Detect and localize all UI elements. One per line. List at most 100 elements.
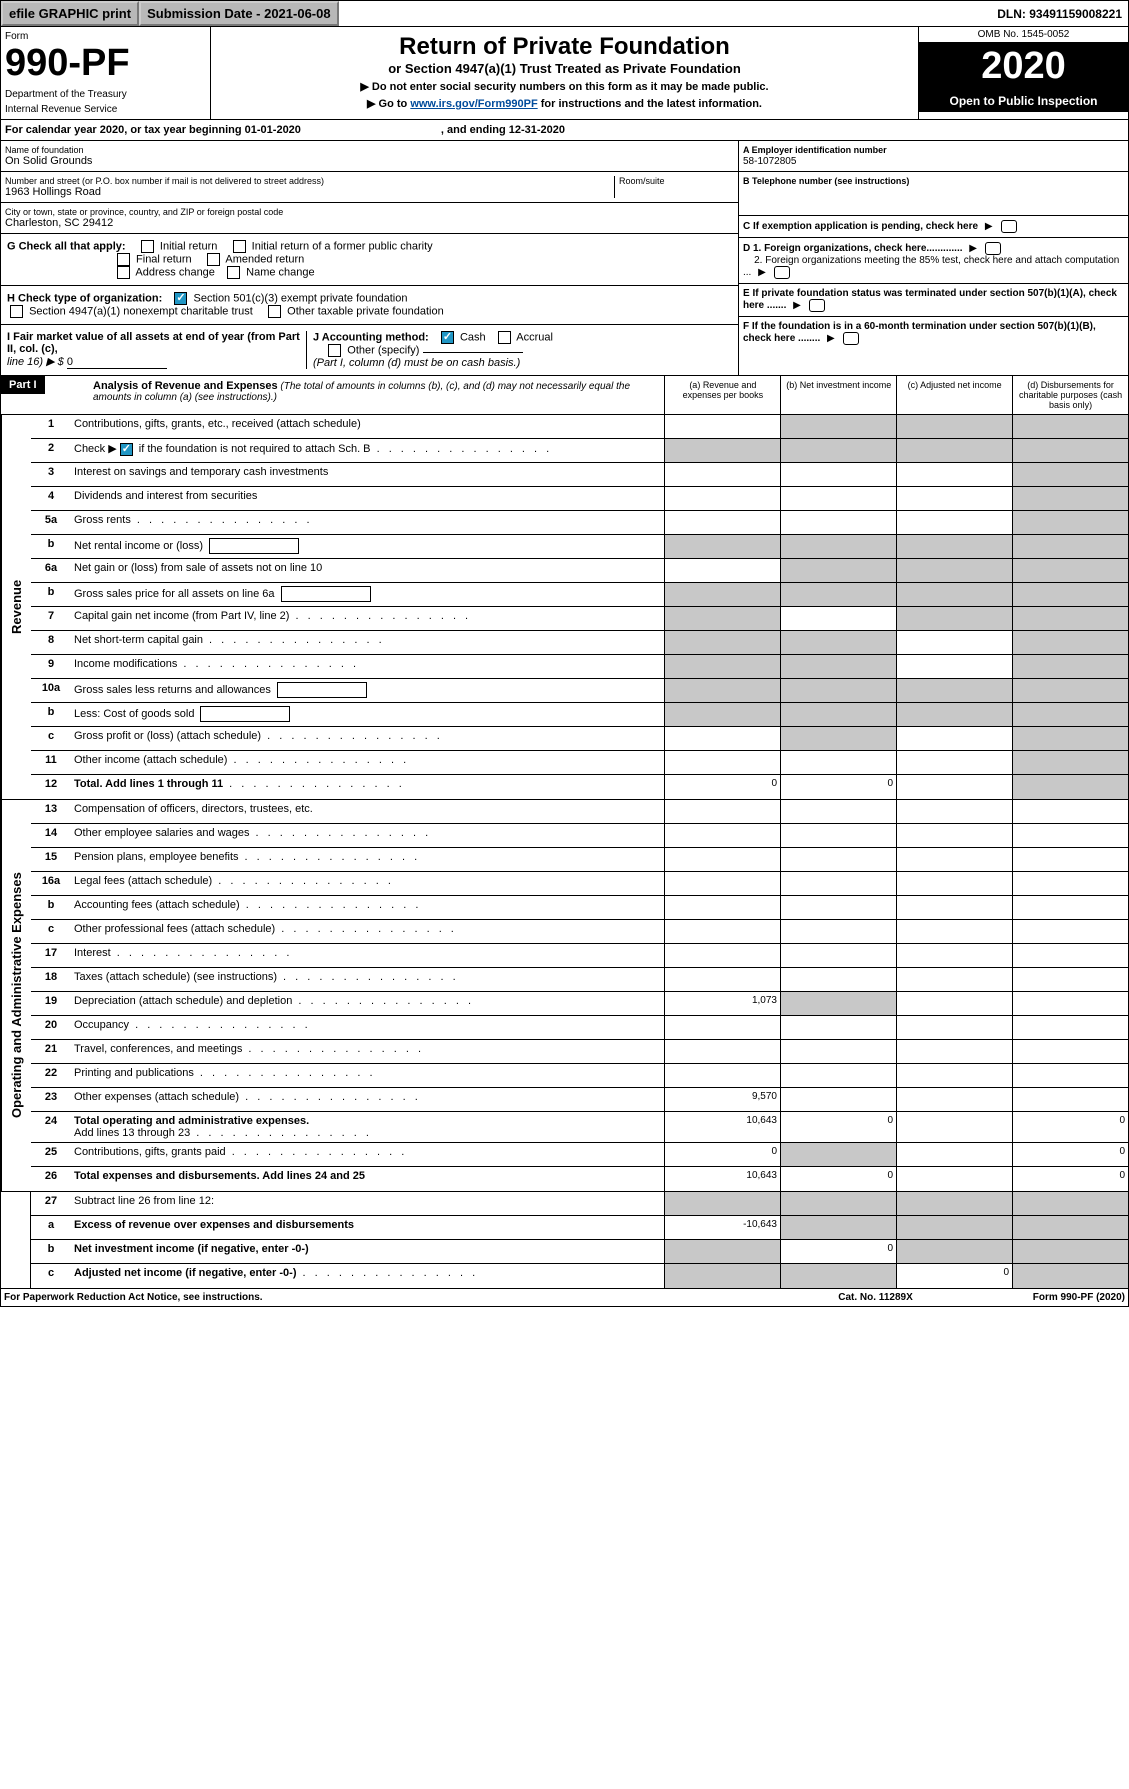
value-cell [896,944,1012,967]
value-cell [1012,1088,1128,1111]
value-cell [1012,727,1128,750]
cb-other-method[interactable] [328,344,341,357]
value-cell [896,655,1012,678]
form-label: Form [5,31,206,42]
cb-accrual[interactable] [498,331,511,344]
table-row: 9Income modifications [31,655,1128,679]
value-cell [664,703,780,726]
table-row: 11Other income (attach schedule) [31,751,1128,775]
value-cell [1012,703,1128,726]
value-cell: 0 [1012,1143,1128,1166]
expenses-side-label: Operating and Administrative Expenses [1,800,31,1191]
cb-d1[interactable] [985,242,1001,255]
value-cell [896,1167,1012,1191]
value-cell [780,679,896,702]
cb-d2[interactable] [774,266,790,279]
revenue-table: Revenue 1Contributions, gifts, grants, e… [0,415,1129,800]
value-cell [664,896,780,919]
foundation-name: On Solid Grounds [5,155,734,167]
cb-amended[interactable] [207,253,220,266]
efile-button[interactable]: efile GRAPHIC print [1,1,139,26]
table-row: 3Interest on savings and temporary cash … [31,463,1128,487]
value-cell [664,824,780,847]
value-cell: 0 [780,775,896,799]
value-cell [780,1216,896,1239]
cb-e[interactable] [809,299,825,312]
value-cell [780,1016,896,1039]
addr-label: Number and street (or P.O. box number if… [5,176,614,186]
cb-c[interactable] [1001,220,1017,233]
value-cell [1012,631,1128,654]
value-cell [896,559,1012,582]
page-footer: For Paperwork Reduction Act Notice, see … [0,1289,1129,1307]
table-row: bAccounting fees (attach schedule) [31,896,1128,920]
value-cell [780,824,896,847]
value-cell [896,1216,1012,1239]
instruction-1: ▶ Do not enter social security numbers o… [217,80,912,93]
tax-year: 2020 [919,43,1128,90]
form-subtitle: or Section 4947(a)(1) Trust Treated as P… [217,61,912,76]
cb-sch-b[interactable] [120,443,133,456]
value-cell [1012,824,1128,847]
value-cell [664,968,780,991]
value-cell: 0 [780,1112,896,1142]
value-cell [1012,896,1128,919]
dept-irs: Internal Revenue Service [5,104,206,115]
table-row: aExcess of revenue over expenses and dis… [31,1216,1128,1240]
summary-table: 27Subtract line 26 from line 12:aExcess … [0,1192,1129,1289]
irs-link[interactable]: www.irs.gov/Form990PF [410,98,537,110]
table-row: 12Total. Add lines 1 through 1100 [31,775,1128,799]
value-cell [780,920,896,943]
value-cell [1012,1040,1128,1063]
cb-initial-return[interactable] [141,240,154,253]
value-cell [780,487,896,510]
table-row: 17Interest [31,944,1128,968]
table-row: 15Pension plans, employee benefits [31,848,1128,872]
cb-other-taxable[interactable] [268,305,281,318]
value-cell [896,992,1012,1015]
value-cell: 10,643 [664,1167,780,1191]
d1-label: D 1. Foreign organizations, check here..… [743,243,963,254]
value-cell [664,848,780,871]
cb-501c3[interactable] [174,292,187,305]
value-cell [1012,920,1128,943]
value-cell [1012,775,1128,799]
value-cell [1012,463,1128,486]
value-cell [896,487,1012,510]
top-bar: efile GRAPHIC print Submission Date - 20… [0,0,1129,27]
value-cell [896,800,1012,823]
value-cell [1012,559,1128,582]
table-row: bLess: Cost of goods sold [31,703,1128,727]
value-cell [664,679,780,702]
value-cell [896,751,1012,774]
value-cell [896,703,1012,726]
value-cell [780,655,896,678]
value-cell [896,415,1012,438]
value-cell [896,1016,1012,1039]
col-d-header: (d) Disbursements for charitable purpose… [1012,376,1128,414]
table-row: 2Check ▶ if the foundation is not requir… [31,439,1128,463]
d2-label: 2. Foreign organizations meeting the 85%… [743,255,1119,278]
table-row: bGross sales price for all assets on lin… [31,583,1128,607]
cb-address-change[interactable] [117,266,130,279]
value-cell [1012,944,1128,967]
value-cell [1012,1216,1128,1239]
value-cell [780,607,896,630]
value-cell [780,848,896,871]
value-cell [896,775,1012,799]
value-cell: 0 [664,775,780,799]
table-row: 24Total operating and administrative exp… [31,1112,1128,1143]
value-cell [896,679,1012,702]
cb-initial-former[interactable] [233,240,246,253]
value-cell [896,920,1012,943]
cb-4947a1[interactable] [10,305,23,318]
cb-cash[interactable] [441,331,454,344]
value-cell [664,727,780,750]
table-row: 14Other employee salaries and wages [31,824,1128,848]
form-header: Form 990-PF Department of the Treasury I… [0,27,1129,120]
cb-name-change[interactable] [227,266,240,279]
cb-f[interactable] [843,332,859,345]
cb-final-return[interactable] [117,253,130,266]
value-cell [780,1264,896,1288]
value-cell [664,800,780,823]
